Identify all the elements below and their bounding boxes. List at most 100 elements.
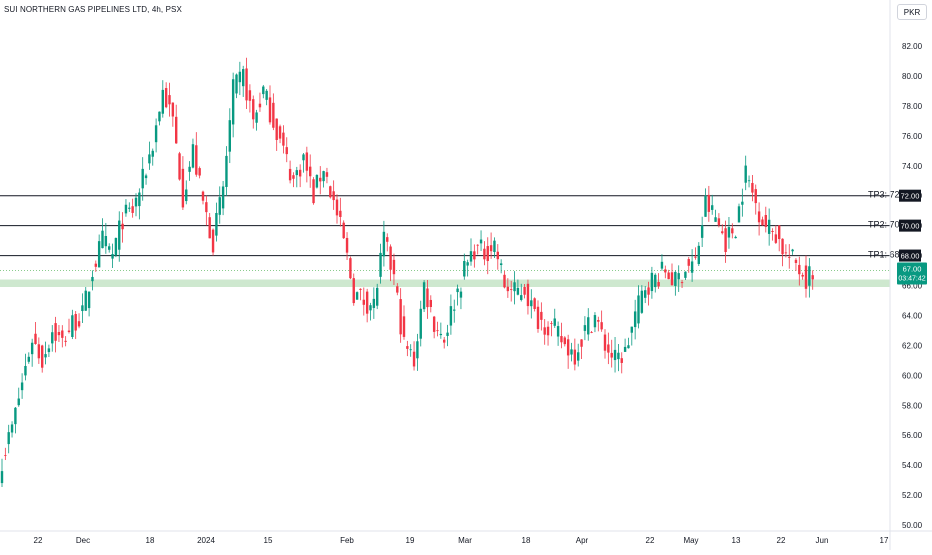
candle [349,256,352,280]
candle [734,235,737,239]
candle [700,216,704,247]
candle-body [104,236,108,247]
x-tick-label: 2024 [197,536,215,545]
candle [774,225,778,244]
candle-body [747,180,751,182]
current-price-tag [897,262,927,285]
candle [181,156,185,211]
candle-body [499,263,503,266]
candle-body [369,305,372,311]
candle-body [784,252,788,254]
candle-body [620,358,623,363]
y-tick-label: 64.00 [902,311,923,320]
candle [697,242,700,267]
candle-body [711,205,714,210]
candle [64,336,67,347]
candle [272,93,275,131]
candle-body [258,103,262,108]
candle-body [771,230,774,232]
candle-body [168,95,171,105]
candle [657,273,660,289]
candle [17,387,20,407]
candle [446,324,449,347]
candle [654,273,657,293]
candle [754,184,757,215]
candle-body [158,111,161,122]
candle-body [623,346,627,352]
candle [225,146,228,196]
candle [741,188,744,217]
y-tick-label: 58.00 [902,401,923,410]
candle-body [305,152,309,171]
candle [359,288,362,301]
candle [593,312,597,333]
candle [419,300,422,347]
candle [717,213,721,228]
candle-body [446,332,449,336]
candle-body [30,342,34,355]
candle-body [268,97,272,123]
candle [4,447,7,461]
candle [667,269,670,280]
candle [372,287,376,319]
candle-body [721,231,724,234]
candle [687,257,690,273]
candle [563,336,566,347]
candle-body [707,194,711,212]
candle-body [235,74,238,94]
candle [188,161,191,181]
candle [523,284,526,299]
candle-body [523,287,526,295]
current-price-value: 67.00 [903,265,922,274]
candle [670,263,674,286]
candle-body [670,272,674,286]
level-price-tag-text: 68.00 [901,252,920,261]
candle [84,286,87,311]
candle-body [198,168,201,176]
candle-body [617,352,620,360]
candle-body [399,299,402,335]
candle [463,253,466,280]
candle [118,211,121,262]
candle [325,167,329,184]
currency-selector[interactable]: PKR [897,4,927,20]
candle [81,293,84,323]
candle [312,177,315,205]
level-label: TP2: 70 [868,220,900,230]
candle [208,212,211,239]
candle [335,194,339,224]
x-tick-label: 15 [264,536,273,545]
candle-body [245,68,248,101]
candle [282,125,285,154]
candle-body [71,315,74,337]
candle-body [453,309,456,311]
candle [644,285,647,304]
candle [275,118,278,151]
candle [801,272,804,280]
candle [121,212,124,243]
candle [10,421,14,438]
candle [660,254,664,271]
candle-body [761,219,764,226]
candle-body [479,239,483,244]
candle-body [587,317,590,335]
y-tick-label: 54.00 [902,461,923,470]
candle-body [47,348,51,353]
candle [469,238,473,266]
candle-body [767,219,771,234]
x-tick-label: Dec [76,536,90,545]
candle-body [734,236,737,239]
candle-body [262,86,265,95]
candle-body [466,262,469,266]
candle [7,424,10,454]
candle [690,249,694,282]
candle [77,313,81,329]
candle-body [14,407,17,425]
candle-body [597,320,600,322]
candle [640,285,644,314]
candle-body [57,331,61,336]
candle [61,325,64,348]
candle-body [416,341,419,359]
